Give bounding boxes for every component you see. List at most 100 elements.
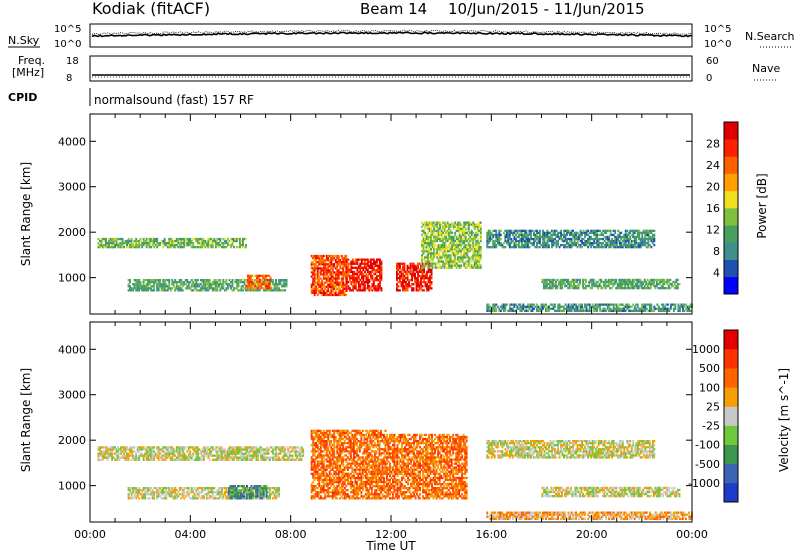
- echo-cell: [522, 239, 525, 243]
- echo-cell: [267, 452, 270, 455]
- echo-cell: [596, 231, 599, 234]
- echo-cell: [479, 237, 482, 241]
- echo-cell: [379, 283, 381, 286]
- echo-cell: [233, 239, 235, 243]
- echo-cell: [266, 456, 268, 459]
- echo-cell: [617, 239, 620, 243]
- power-ylabel: Slant Range [km]: [19, 162, 33, 266]
- echo-cell: [478, 221, 481, 224]
- echo-cell: [396, 285, 398, 288]
- echo-cell: [255, 458, 258, 461]
- echo-cell: [262, 282, 264, 286]
- echo-cell: [600, 237, 603, 241]
- echo-cell: [464, 254, 467, 257]
- echo-cell: [439, 248, 442, 251]
- echo-cell: [546, 233, 549, 237]
- echo-cell: [548, 239, 550, 243]
- echo-cell: [276, 285, 279, 288]
- echo-cell: [328, 283, 331, 286]
- echo-cell: [507, 233, 510, 237]
- echo-cell: [151, 497, 154, 500]
- echo-cell: [601, 280, 604, 284]
- echo-cell: [196, 285, 199, 288]
- echo-cell: [590, 246, 593, 249]
- echo-cell: [669, 278, 672, 282]
- echo-cell: [665, 303, 668, 306]
- echo-cell: [211, 239, 214, 243]
- echo-cell: [117, 448, 119, 451]
- echo-cell: [99, 458, 101, 461]
- echo-cell: [463, 254, 466, 257]
- echo-cell: [135, 456, 138, 459]
- echo-cell: [469, 231, 472, 234]
- echo-cell: [559, 284, 562, 288]
- echo-cell: [223, 458, 226, 461]
- echo-cell: [414, 264, 416, 267]
- echo-cell: [449, 250, 452, 253]
- echo-cell: [330, 271, 333, 274]
- echo-cell: [247, 280, 249, 284]
- echo-cell: [133, 456, 136, 459]
- echo-cell: [220, 446, 223, 449]
- echo-cell: [121, 239, 124, 243]
- echo-cell: [192, 446, 195, 449]
- echo-cell: [288, 450, 291, 453]
- echo-cell: [142, 239, 145, 243]
- echo-cell: [534, 235, 537, 239]
- echo-cell: [148, 237, 151, 241]
- echo-cell: [570, 231, 573, 234]
- echo-cell: [675, 287, 678, 290]
- echo-cell: [239, 242, 241, 245]
- echo-cell: [577, 278, 580, 282]
- echo-cell: [460, 252, 463, 255]
- echo-cell: [178, 487, 181, 490]
- echo-cell: [428, 256, 431, 259]
- echo-cell: [130, 450, 133, 453]
- echo-cell: [363, 264, 366, 267]
- echo-cell: [248, 282, 251, 286]
- echo-cell: [431, 258, 434, 261]
- echo-cell: [626, 303, 629, 306]
- echo-cell: [157, 491, 160, 494]
- echo-cell: [127, 246, 130, 249]
- echo-cell: [141, 287, 144, 290]
- echo-cell: [252, 283, 255, 286]
- echo-cell: [243, 458, 246, 461]
- echo-cell: [254, 279, 256, 282]
- echo-cell: [461, 227, 464, 230]
- echo-cell: [296, 446, 299, 449]
- echo-cell: [558, 305, 561, 308]
- echo-cell: [405, 272, 407, 276]
- echo-cell: [318, 267, 321, 270]
- echo-cell: [607, 280, 610, 284]
- echo-cell: [682, 305, 684, 308]
- echo-cell: [421, 229, 423, 232]
- echo-cell: [216, 458, 219, 461]
- echo-cell: [100, 454, 103, 457]
- echo-cell: [129, 289, 131, 292]
- echo-cell: [127, 448, 130, 451]
- echo-cell: [420, 266, 422, 269]
- echo-cell: [520, 229, 523, 232]
- echo-cell: [180, 283, 183, 286]
- echo-cell: [214, 446, 217, 449]
- echo-cell: [636, 287, 639, 290]
- echo-cell: [530, 235, 532, 239]
- echo-cell: [531, 244, 534, 247]
- echo-cell: [330, 289, 333, 292]
- echo-cell: [219, 448, 222, 451]
- echo-cell: [399, 262, 401, 265]
- echo-cell: [136, 239, 139, 243]
- echo-cell: [255, 456, 258, 459]
- echo-cell: [228, 244, 231, 247]
- echo-cell: [275, 446, 277, 449]
- echo-cell: [193, 283, 196, 286]
- echo-cell: [427, 223, 429, 226]
- echo-cell: [377, 274, 380, 278]
- echo-cell: [204, 487, 207, 490]
- echo-cell: [365, 281, 368, 284]
- echo-cell: [327, 279, 330, 282]
- echo-cell: [103, 446, 106, 449]
- echo-cell: [533, 303, 535, 306]
- echo-cell: [545, 233, 547, 237]
